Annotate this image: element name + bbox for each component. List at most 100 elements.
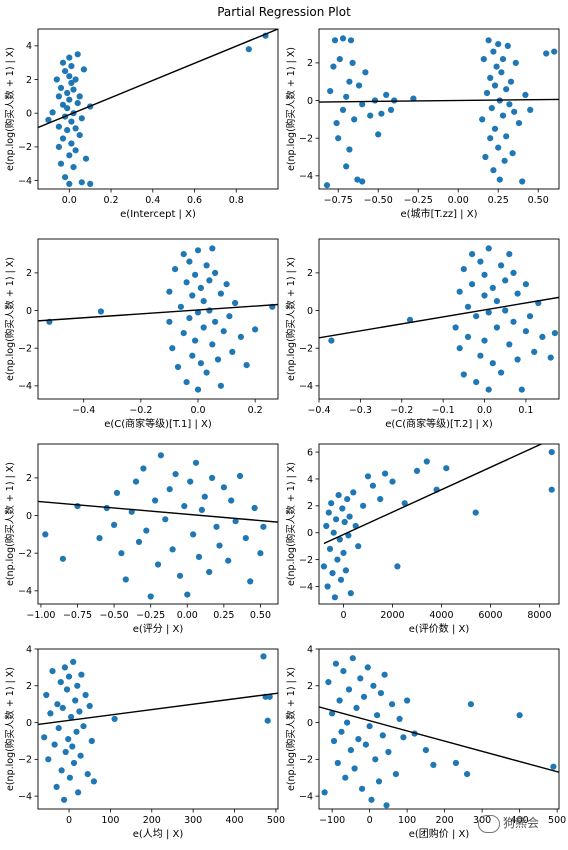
data-point [391,97,398,104]
x-tick-label: −1.00 [26,610,55,621]
data-point [186,258,193,265]
data-point [260,653,267,660]
data-point [350,489,357,496]
data-point [430,761,437,769]
data-point [357,675,364,682]
data-point [355,82,363,89]
x-tick-label: 0.4 [145,195,160,206]
data-point [237,333,244,340]
data-point [96,535,103,542]
data-point [197,360,204,367]
x-tick-label: 0 [340,610,346,621]
data-point [68,140,75,147]
y-tick-label: 0 [307,96,313,107]
data-point [201,493,208,500]
data-point [140,465,147,472]
data-point [194,247,202,254]
x-tick-label: 500 [267,815,285,826]
y-axis-label: e(np.log(购买人数 + 1) | X) [4,257,16,381]
data-point [55,143,63,150]
data-point [410,95,417,102]
y-tick-label: −4 [299,171,313,182]
data-point [490,167,497,174]
y-tick-label: 2 [26,75,32,86]
data-point [225,557,232,564]
plot-frame [318,28,560,190]
data-point [176,572,184,579]
y-tick-label: 0 [307,306,313,317]
data-point [487,74,494,81]
data-point [80,723,87,730]
data-point [147,593,154,600]
data-point [228,497,235,504]
data-point [59,101,67,108]
data-point [55,123,63,130]
y-tick-label: 0 [26,109,32,120]
data-point [242,535,249,542]
data-point [381,671,388,678]
x-tick-label: 0.0 [477,405,492,416]
data-point [154,561,162,568]
data-point [111,521,118,529]
data-point [502,277,509,284]
data-point [57,84,65,91]
data-point [203,262,210,269]
data-point [480,56,487,63]
data-point [69,743,76,750]
data-point [543,50,550,57]
subplot-7: 0 100 200 300 400 500 −4 −2 0 2 4 e(人均 | X) e(np.log… [4,644,285,840]
plot-frame [318,238,560,400]
data-point [464,303,472,310]
data-point [347,590,354,597]
points-group [328,245,559,393]
data-point [469,281,476,288]
x-tick-label: 300 [184,815,202,826]
x-tick-label: −0.4 [307,405,330,416]
plot-frame [37,443,279,605]
data-point [187,478,194,485]
data-point [223,281,230,288]
x-axis-label: e(评价数 | X) [409,622,470,635]
x-axis-label: e(C(商家等级)[T.2] | X) [385,417,493,430]
data-point [491,82,499,89]
data-point [88,737,95,745]
data-point [550,763,557,770]
data-point [61,796,68,803]
data-point [330,63,337,70]
data-point [377,496,384,503]
data-point [200,324,207,331]
x-axis-label: e(Intercept | X) [120,209,196,220]
y-tick-label: 0 [26,718,32,729]
data-point [394,563,401,570]
data-point [62,748,69,756]
data-point [375,778,383,785]
data-point [423,458,430,465]
data-point [64,127,71,134]
data-point [340,549,347,557]
data-point [522,328,530,335]
data-point [460,371,467,378]
data-point [473,313,480,320]
data-point [372,756,379,763]
x-tick-label: 0.25 [213,610,234,621]
data-point [331,37,339,44]
data-point [76,708,83,715]
data-point [338,728,345,735]
data-point [472,509,479,516]
data-point [232,299,239,307]
x-tick-label: 400 [225,815,243,826]
subplot-4: −0.4 −0.3 −0.2 −0.1 0.0 0.1 −4 −2 0 2 e(C(商家等级)[T.… [285,238,560,430]
data-point [383,802,390,809]
data-point [333,516,340,523]
data-point [325,509,332,516]
data-point [473,379,480,386]
data-point [371,97,379,104]
x-tick-label: 0.50 [250,610,271,621]
data-point [236,472,244,480]
data-point [213,523,220,530]
data-point [377,690,384,697]
data-point [485,386,492,393]
data-point [226,313,233,320]
data-point [41,734,48,741]
x-tick-label: −0.50 [364,195,393,206]
